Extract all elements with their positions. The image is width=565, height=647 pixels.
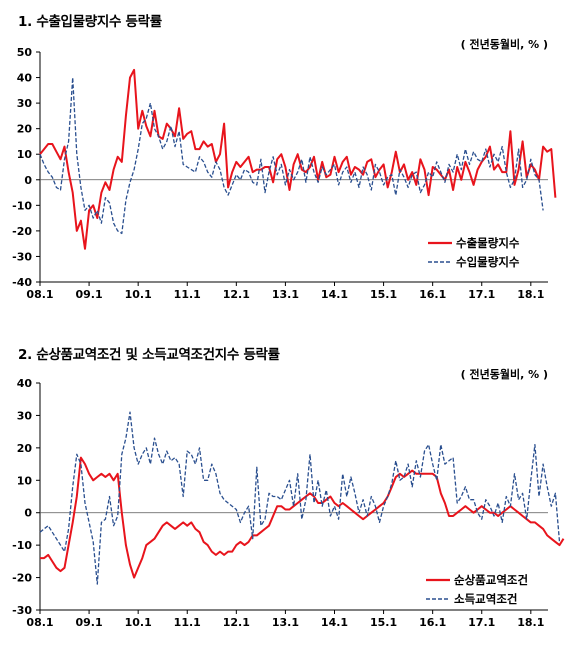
x-tick-label: 13.1 (272, 616, 299, 629)
y-tick-label: -30 (12, 250, 32, 263)
series-line-2 (39, 76, 544, 235)
y-tick-label: 10 (17, 474, 33, 487)
series-line-2 (39, 411, 561, 585)
x-tick-label: 14.1 (321, 288, 348, 301)
y-tick-label: -30 (12, 604, 32, 617)
x-tick-label: 09.1 (76, 616, 103, 629)
y-tick-label: 40 (17, 377, 33, 390)
x-tick-label: 17.1 (468, 288, 495, 301)
legend-label-1: 순상품교역조건 (454, 573, 528, 587)
x-tick-label: 10.1 (125, 288, 152, 301)
x-tick-label: 16.1 (419, 288, 446, 301)
x-tick-label: 15.1 (370, 288, 397, 301)
x-tick-label: 14.1 (321, 616, 348, 629)
y-tick-label: 0 (24, 507, 32, 520)
y-tick-label: -40 (12, 276, 32, 289)
y-tick-label: 40 (17, 72, 33, 85)
x-tick-label: 11.1 (174, 616, 201, 629)
y-tick-label: -20 (12, 572, 32, 585)
chart-2-title: 2. 순상품교역조건 및 소득교역조건지수 등락률 (18, 347, 280, 363)
y-tick-label: 10 (17, 148, 33, 161)
y-tick-label: -10 (12, 199, 32, 212)
y-tick-label: -20 (12, 225, 32, 238)
y-tick-label: 20 (17, 123, 33, 136)
x-tick-label: 08.1 (26, 288, 53, 301)
chart-2-unit-label: ( 전년동월비, % ) (460, 368, 548, 381)
x-tick-label: 17.1 (468, 616, 495, 629)
x-tick-label: 16.1 (419, 616, 446, 629)
legend-label-1: 수출물량지수 (456, 236, 520, 250)
x-tick-label: 11.1 (174, 288, 201, 301)
x-tick-label: 15.1 (370, 616, 397, 629)
y-tick-label: 50 (17, 46, 33, 59)
legend-label-2: 수입물량지수 (456, 255, 520, 269)
x-tick-label: 12.1 (223, 288, 250, 301)
x-tick-label: 08.1 (26, 616, 53, 629)
x-tick-label: 09.1 (76, 288, 103, 301)
chart-1-unit-label: ( 전년동월비, % ) (460, 38, 548, 51)
x-tick-label: 13.1 (272, 288, 299, 301)
chart-1-title: 1. 수출입물량지수 등락률 (18, 14, 162, 30)
x-tick-label: 10.1 (125, 616, 152, 629)
y-tick-label: 30 (17, 409, 33, 422)
y-tick-label: 0 (24, 174, 32, 187)
y-tick-label: 30 (17, 97, 33, 110)
y-tick-label: -10 (12, 539, 32, 552)
x-tick-label: 18.1 (517, 288, 544, 301)
y-tick-label: 20 (17, 442, 33, 455)
x-tick-label: 18.1 (517, 616, 544, 629)
legend-label-2: 소득교역조건 (454, 592, 517, 606)
x-tick-label: 12.1 (223, 616, 250, 629)
